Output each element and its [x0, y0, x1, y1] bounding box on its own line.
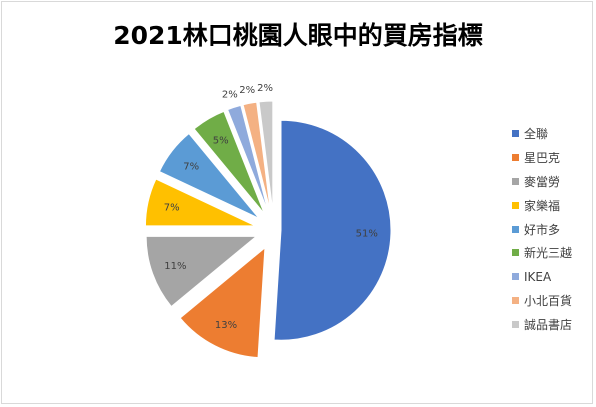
legend-item: 誠品書店: [512, 312, 572, 336]
pie-slice-3: [145, 235, 258, 308]
pie-slice-7: [226, 104, 269, 213]
legend-item: 小北百貨: [512, 289, 572, 313]
legend-swatch: [512, 296, 519, 304]
legend: 全聯星巴克麥當勞家樂福好市多新光三越 IKEA 小北百貨誠品書店: [512, 122, 572, 336]
legend-item: 好市多: [512, 217, 572, 241]
legend-swatch: [512, 201, 519, 209]
pie-slice-2: [179, 246, 266, 359]
pie-slice-4: [144, 178, 256, 227]
legend-swatch: [512, 154, 519, 162]
legend-swatch: [512, 320, 519, 328]
data-label-2: 13%: [215, 320, 237, 331]
legend-label: 全聯: [524, 127, 549, 142]
legend-swatch: [512, 130, 519, 138]
legend-item: 家樂福: [512, 193, 572, 217]
legend-item: 全聯: [512, 122, 572, 146]
pie-slice-6: [193, 110, 265, 214]
legend-swatch: [512, 177, 519, 185]
pie-slice-9: [258, 100, 274, 212]
legend-label: 小北百貨: [524, 293, 573, 308]
pie-slice-1: [273, 119, 392, 341]
data-label-6: 5%: [213, 135, 229, 146]
legend-label: IKEA: [524, 269, 552, 284]
legend-swatch: [512, 249, 519, 257]
legend-item: 麥當勞: [512, 170, 572, 194]
legend-label: 星巴克: [524, 151, 561, 166]
legend-swatch: [512, 225, 519, 233]
legend-label: 誠品書店: [524, 317, 573, 332]
data-label-3: 11%: [164, 261, 186, 272]
data-label-7: 2%: [222, 89, 238, 100]
legend-label: 新光三越: [524, 246, 573, 261]
data-label-1: 51%: [356, 228, 378, 239]
legend-item: IKEA: [512, 265, 572, 289]
legend-item: 星巴克: [512, 146, 572, 170]
data-label-9: 2%: [257, 83, 273, 94]
legend-label: 好市多: [524, 222, 561, 237]
legend-label: 家樂福: [524, 198, 561, 213]
pie-slice-8: [242, 101, 271, 212]
legend-swatch: [512, 273, 519, 281]
legend-label: 麥當勞: [524, 174, 561, 189]
data-label-5: 7%: [183, 161, 199, 172]
legend-item: 新光三越: [512, 241, 572, 265]
chart-title: 2021林口桃園人眼中的買房指標: [113, 21, 483, 50]
data-label-4: 7%: [164, 203, 180, 214]
data-label-8: 2%: [239, 85, 255, 96]
pie-slice-5: [158, 132, 260, 219]
